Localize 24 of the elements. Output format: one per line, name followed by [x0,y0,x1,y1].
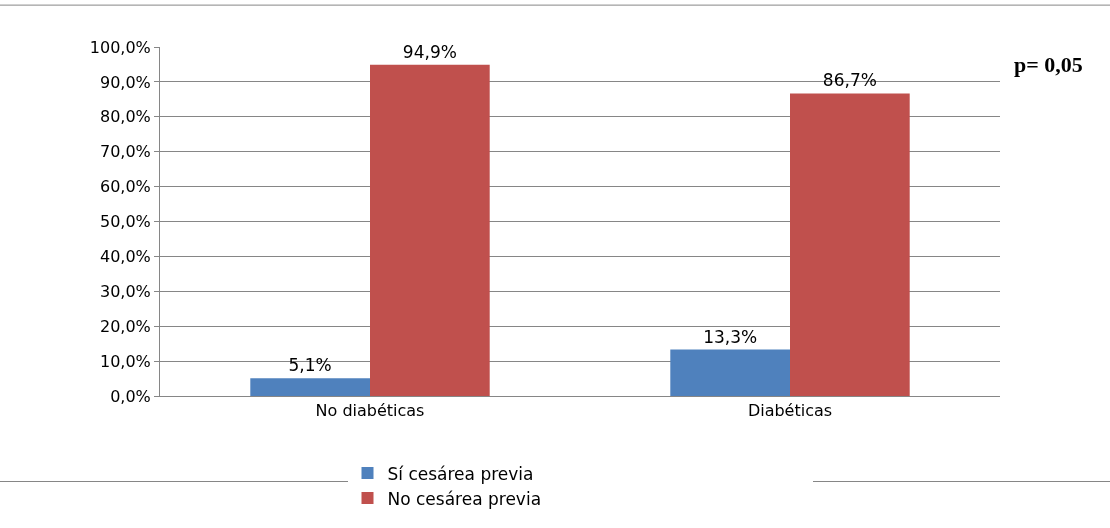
y-tick-label: 80,0% [99,107,151,127]
x-tick-label: No diabéticas [315,401,425,421]
data-label: 13,3% [703,326,758,347]
y-tick-label: 0,0% [110,386,151,406]
y-tick-label: 100,0% [89,37,151,57]
legend-label: No cesárea previa [387,488,542,509]
y-tick-label: 50,0% [99,212,151,232]
y-tick-label: 60,0% [99,177,151,197]
data-label: 5,1% [288,355,332,376]
data-label: 86,7% [822,70,877,91]
y-tick-label: 20,0% [99,316,151,336]
y-tick-label: 40,0% [99,247,151,266]
y-tick-label: 30,0% [99,281,151,301]
bar [670,349,790,396]
y-tick-label: 70,0% [99,142,151,162]
text: p= 0,05 [1014,52,1083,77]
y-tick-label: 10,0% [99,351,151,371]
bar [790,93,910,396]
x-tick-label: Diabéticas [747,401,833,421]
bar [250,378,370,396]
data-label: 94,9% [402,41,457,62]
legend-label: Sí cesárea previa [387,463,534,484]
y-tick-label: 90,0% [99,72,151,92]
bar [370,64,490,396]
